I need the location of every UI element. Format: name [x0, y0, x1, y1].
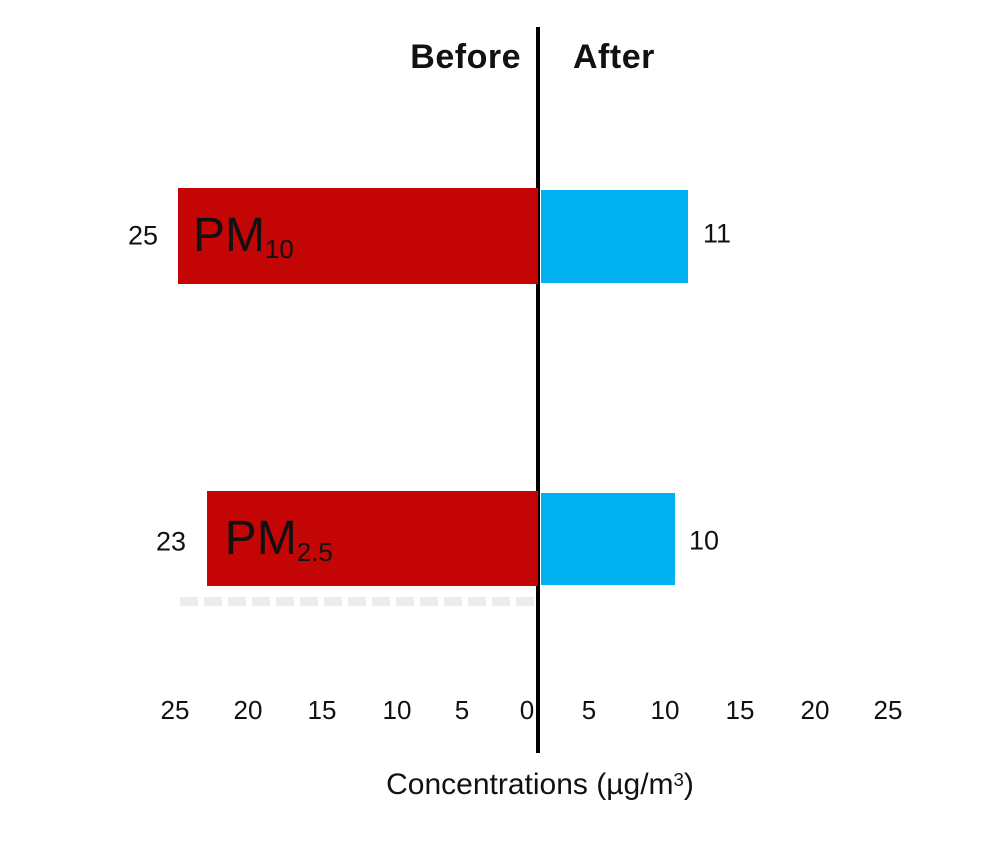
- x-axis-title-superscript: 3: [673, 768, 684, 790]
- axis-tick-label: 25: [873, 695, 903, 725]
- axis-tick-label: 10: [650, 695, 680, 725]
- pm10-before-value-label: 25: [127, 220, 159, 251]
- pm25-before-bar: PM2.5: [206, 491, 538, 586]
- after-column-header: After: [573, 38, 655, 76]
- before-column-header: Before: [410, 38, 521, 76]
- axis-tick-label: 20: [233, 695, 263, 725]
- x-axis-title: Concentrations (µg/m3): [386, 768, 694, 801]
- axis-tick-label: 25: [160, 695, 190, 725]
- pm25-after-bar: [541, 493, 675, 585]
- faint-dashed-shadow-line: [180, 597, 535, 606]
- axis-tick-label: 10: [382, 695, 412, 725]
- pm10-after-bar: [541, 190, 689, 283]
- pm10-before-bar: PM10: [178, 188, 538, 284]
- pm10-subscript: 10: [265, 236, 294, 265]
- axis-tick-label: 15: [725, 695, 755, 725]
- pm10-after-value-label: 11: [702, 218, 732, 249]
- pm25-before-value-label: 23: [155, 526, 187, 557]
- axis-tick-label: 5: [454, 695, 470, 725]
- zero-axis-line: [536, 27, 540, 753]
- axis-tick-label: 0: [519, 695, 535, 725]
- pm10-category-label: PM10: [193, 209, 294, 265]
- pm25-subscript: 2.5: [296, 538, 333, 567]
- axis-tick-label: 20: [800, 695, 830, 725]
- axis-tick-label: 15: [307, 695, 337, 725]
- pm25-category-label: PM2.5: [224, 511, 333, 567]
- pm25-after-value-label: 10: [688, 525, 720, 556]
- axis-tick-label: 5: [581, 695, 597, 725]
